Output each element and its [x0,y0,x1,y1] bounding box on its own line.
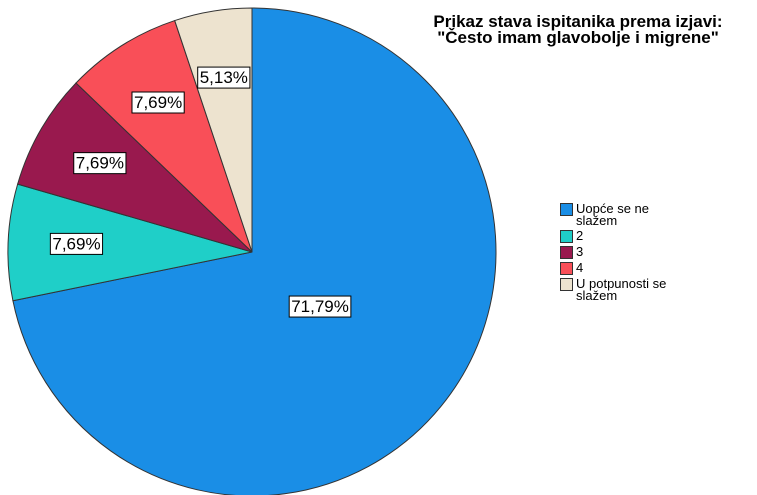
pie-slice [12,7,497,495]
pie-slice [7,183,253,302]
legend-item: 3 [560,244,740,259]
legend-swatch [560,203,573,216]
data-label: 7,69% [73,152,127,175]
label-text: 7,69% [52,234,100,253]
legend-label: U potpunosti se slažem [576,276,667,303]
legend-swatch [560,278,573,291]
data-label: 5,13% [197,66,251,89]
label-text: 7,69% [76,154,124,173]
legend-label: Uopće se ne slažem [576,201,649,228]
label-box [288,295,352,318]
legend: Uopće se ne slažem 2 3 4 U potpunosti se sla… [560,201,740,305]
legend-item: Uopće se ne slažem [560,201,740,228]
legend-label: 3 [576,244,584,259]
label-box [197,66,251,89]
label-text: 7,69% [134,93,182,112]
legend-swatch [560,246,573,259]
pie-slice [17,82,253,253]
data-label: 7,69% [49,232,104,255]
legend-swatch [560,230,573,243]
label-box [73,152,127,175]
pie-slice [75,19,253,253]
legend-item: 4 [560,260,740,275]
legend-item: U potpunosti se slažem [560,276,740,303]
label-text: 71,79% [291,297,349,316]
legend-item: 2 [560,228,740,243]
legend-label: 4 [576,260,584,275]
legend-label: 2 [576,228,584,243]
chart-title: Prikaz stava ispitanika prema izjavi: "Č… [433,12,723,47]
label-box [131,91,185,114]
label-box [49,232,104,255]
label-text: 5,13% [200,68,248,87]
legend-swatch [560,262,573,275]
data-label: 71,79% [288,295,352,318]
data-label: 7,69% [131,91,185,114]
